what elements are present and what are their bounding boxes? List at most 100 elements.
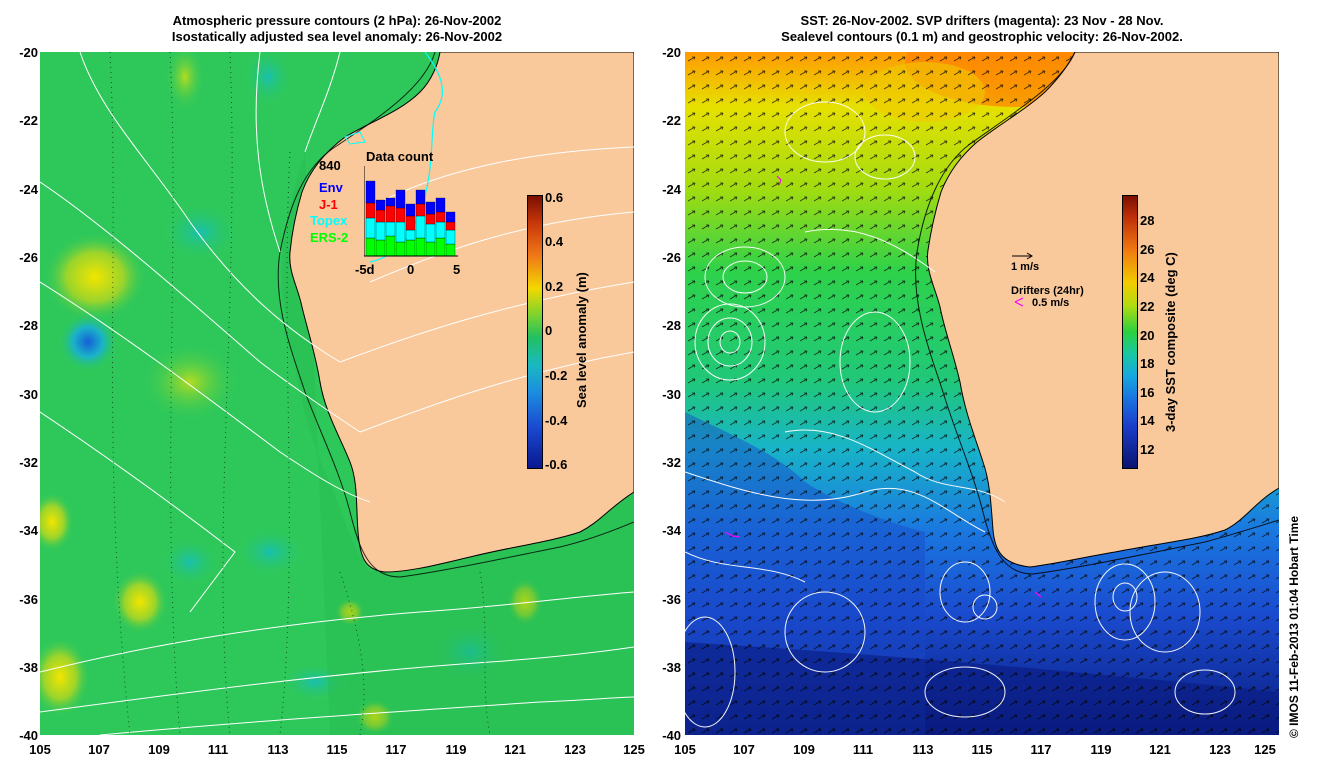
legend-ers2: ERS-2: [310, 230, 349, 245]
right-y-tick: -34: [662, 523, 681, 538]
left-x-tick: 105: [29, 742, 51, 757]
histogram-bar: [365, 202, 376, 219]
right-x-tick: 123: [1209, 742, 1231, 757]
left-y-tick: -38: [19, 660, 38, 675]
velocity-scale-label: 1 m/s: [1011, 261, 1040, 273]
data-count-title: Data count: [366, 149, 434, 164]
histogram-bar: [425, 223, 436, 243]
histogram-bar: [435, 197, 446, 213]
left-y-tick: -22: [19, 113, 38, 128]
left-y-tick: -26: [19, 250, 38, 265]
left-x-tick: 115: [326, 742, 348, 757]
sea-level-anomaly-map-svg: [40, 52, 634, 735]
colorbar-tick: -0.4: [545, 413, 568, 428]
sst-map-svg: [685, 52, 1279, 735]
left-y-tick: -36: [19, 592, 38, 607]
colorbar-tick: 28: [1140, 213, 1155, 228]
left-y-tick: -20: [19, 45, 38, 60]
left-y-tick: -24: [19, 182, 38, 197]
colorbar-tick: 26: [1140, 242, 1155, 257]
histogram-bar: [445, 229, 456, 245]
histogram-bar: [365, 180, 376, 204]
histogram-bar: [395, 221, 406, 243]
colorbar-tick: 18: [1140, 356, 1155, 371]
histogram-x-tick: 5: [453, 262, 461, 277]
data-count-max: 840: [319, 158, 341, 173]
imos-credit: © IMOS 11-Feb-2013 01:04 Hobart Time: [1287, 515, 1301, 738]
colorbar-tick: -0.6: [545, 457, 568, 472]
right-y-tick: -20: [662, 45, 681, 60]
colorbar-tick: -0.2: [545, 368, 568, 383]
left-x-tick: 123: [564, 742, 586, 757]
histogram-bar: [385, 205, 396, 223]
right-x-tick: 109: [793, 742, 815, 757]
histogram-bar: [435, 221, 446, 239]
histogram-x-tick: 0: [407, 262, 415, 277]
histogram-bar: [415, 237, 426, 257]
histogram-bar: [415, 215, 426, 239]
histogram-bar: [375, 221, 386, 241]
colorbar-tick: 14: [1140, 413, 1155, 428]
right-y-tick: -36: [662, 592, 681, 607]
right-x-tick: 107: [733, 742, 755, 757]
sea-level-colorbar: [527, 195, 543, 469]
left-x-tick: 121: [504, 742, 526, 757]
histogram-bar: [425, 201, 436, 215]
right-x-tick: 125: [1254, 742, 1276, 757]
right-y-tick: -30: [662, 387, 681, 402]
legend-env: Env: [319, 180, 343, 195]
histogram-bar: [375, 239, 386, 257]
colorbar-tick: 0: [545, 323, 553, 338]
left-y-tick: -32: [19, 455, 38, 470]
histogram-bar: [405, 239, 416, 257]
left-y-tick: -28: [19, 318, 38, 333]
left-y-tick: -30: [19, 387, 38, 402]
left-x-tick: 107: [88, 742, 110, 757]
left-x-tick: 109: [148, 742, 170, 757]
right-y-tick: -40: [662, 728, 681, 743]
histogram-bar: [395, 189, 406, 209]
colorbar-tick: 16: [1140, 385, 1155, 400]
histogram-bar: [365, 237, 376, 257]
histogram-x-tick: -5d: [355, 262, 375, 277]
sst-colorbar-label: 3-day SST composite (deg C): [1163, 252, 1178, 432]
right-x-tick: 117: [1030, 742, 1052, 757]
right-title-line-1: SST: 26-Nov-2002. SVP drifters (magenta)…: [800, 13, 1164, 28]
data-count-histogram: [364, 166, 458, 257]
histogram-bar: [375, 209, 386, 223]
right-x-tick: 115: [971, 742, 993, 757]
left-x-tick: 125: [623, 742, 645, 757]
right-y-tick: -28: [662, 318, 681, 333]
drifters-speed-label: 0.5 m/s: [1032, 297, 1070, 309]
right-y-tick: -26: [662, 250, 681, 265]
legend-j1: J-1: [319, 197, 338, 212]
colorbar-tick: 0.6: [545, 190, 564, 205]
left-title-line-1: Atmospheric pressure contours (2 hPa): 2…: [172, 13, 502, 28]
right-y-tick: -24: [662, 182, 681, 197]
histogram-bar: [395, 241, 406, 257]
histogram-bar: [375, 199, 386, 211]
histogram-bar: [415, 189, 426, 205]
histogram-bar: [445, 211, 456, 223]
left-x-tick: 111: [207, 742, 229, 757]
drifters-label: Drifters (24hr): [1011, 285, 1084, 297]
left-x-tick: 117: [385, 742, 407, 757]
colorbar-tick: 0.2: [545, 279, 564, 294]
colorbar-tick: 20: [1140, 328, 1155, 343]
histogram-bar: [385, 221, 396, 237]
colorbar-tick: 12: [1140, 442, 1155, 457]
colorbar-tick: 0.4: [545, 234, 564, 249]
histogram-bar: [405, 203, 416, 217]
legend-topex: Topex: [310, 213, 348, 228]
sst-map: [685, 52, 1279, 735]
right-x-tick: 121: [1149, 742, 1171, 757]
sea-level-colorbar-label: Sea level anomaly (m): [574, 272, 589, 408]
histogram-bar: [405, 215, 416, 231]
right-title-line-2: Sealevel contours (0.1 m) and geostrophi…: [781, 29, 1183, 44]
histogram-bar: [445, 221, 456, 231]
colorbar-tick: 22: [1140, 299, 1155, 314]
histogram-bar: [385, 235, 396, 257]
right-y-tick: -22: [662, 113, 681, 128]
colorbar-tick: 24: [1140, 270, 1155, 285]
sst-colorbar: [1122, 195, 1138, 469]
